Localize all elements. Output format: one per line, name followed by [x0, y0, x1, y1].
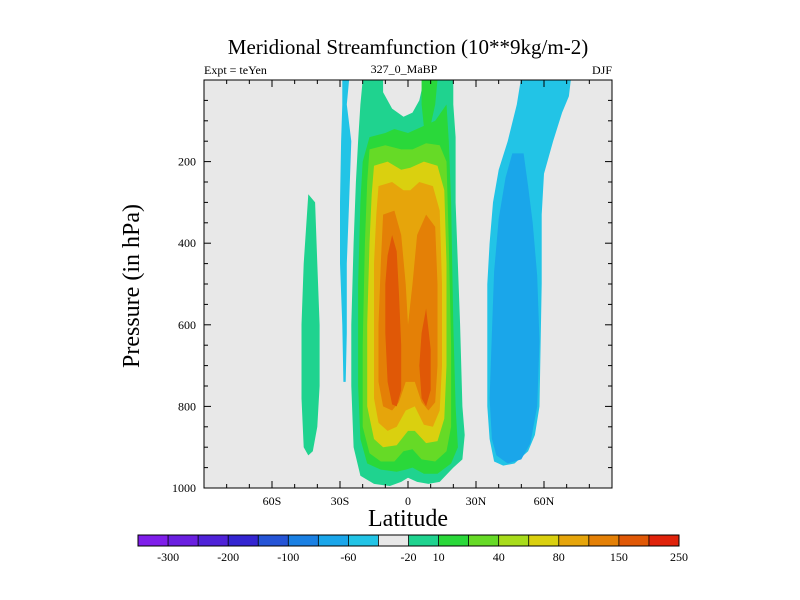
colorbar-swatch: [378, 535, 409, 546]
colorbar-swatch: [588, 535, 620, 546]
y-tick-label: 800: [178, 399, 196, 413]
colorbar-swatch: [198, 535, 229, 546]
colorbar-swatch: [618, 535, 650, 546]
colorbar-label: 150: [610, 550, 628, 564]
colorbar-swatch: [528, 535, 560, 546]
colorbar-swatch: [258, 535, 289, 546]
colorbar-label: 80: [553, 550, 565, 564]
y-tick-label: 1000: [172, 481, 196, 495]
colorbar-label: -60: [340, 550, 356, 564]
x-tick-label: 60N: [534, 494, 555, 508]
y-tick-label: 600: [178, 318, 196, 332]
colorbar-label: -100: [277, 550, 299, 564]
y-axis-ticks: 200 400 600 800 1000: [172, 79, 612, 495]
colorbar-swatch: [468, 535, 499, 546]
season-label: DJF: [592, 63, 612, 77]
colorbar-label: 250: [670, 550, 688, 564]
contour-fills: [301, 80, 571, 486]
contour-region-0: [340, 80, 352, 382]
colorbar: -300 -200 -100 -60 -20 10 40 80 150 250: [137, 534, 688, 564]
colorbar-label: 40: [493, 550, 505, 564]
contour-region-6: [421, 80, 438, 127]
colorbar-swatch: [228, 535, 259, 546]
colorbar-frame: [137, 534, 680, 547]
colorbar-swatch: [318, 535, 349, 546]
colorbar-swatch: [408, 535, 439, 546]
chart-title: Meridional Streamfunction (10**9kg/m-2): [228, 35, 588, 59]
colorbar-label: -20: [401, 550, 417, 564]
time-label: 327_0_MaBP: [371, 62, 438, 76]
colorbar-swatch: [648, 535, 680, 546]
contour-region-2: [489, 153, 540, 464]
colorbar-swatch: [288, 535, 319, 546]
colorbar-swatch: [438, 535, 469, 546]
x-axis-ticks: 60S 30S 0 30N 60N: [203, 80, 613, 508]
contour-region-12: [419, 308, 431, 407]
y-axis-label: Pressure (in hPa): [119, 204, 145, 368]
x-tick-label: 30S: [331, 494, 350, 508]
contour-region-3: [301, 194, 320, 456]
colorbar-swatch: [168, 535, 199, 546]
colorbar-swatch: [348, 535, 379, 546]
colorbar-swatch: [138, 535, 169, 546]
x-tick-label: 30N: [466, 494, 487, 508]
contour-region-11: [385, 235, 402, 407]
y-tick-label: 400: [178, 236, 196, 250]
colorbar-swatch: [498, 535, 530, 546]
x-axis-label: Latitude: [368, 506, 448, 532]
colorbar-swatch: [558, 535, 590, 546]
colorbar-label: -200: [217, 550, 239, 564]
x-tick-label: 60S: [263, 494, 282, 508]
x-tick-label: 0: [405, 494, 411, 508]
experiment-label: Expt = teYen: [204, 63, 267, 77]
y-tick-label: 200: [178, 155, 196, 169]
colorbar-label: -300: [157, 550, 179, 564]
colorbar-label: 10: [433, 550, 445, 564]
